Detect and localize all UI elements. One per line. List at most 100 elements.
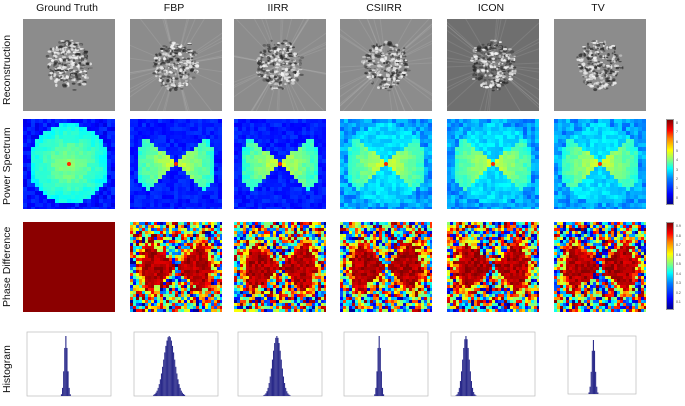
power-colorbar-tick: 7 bbox=[676, 130, 678, 135]
phase-colorbar-tick: 0.1 bbox=[676, 300, 681, 305]
reconstruction-csiirr bbox=[340, 19, 432, 111]
reconstruction-ground-truth bbox=[23, 19, 115, 111]
histogram-bar bbox=[284, 383, 286, 396]
histogram-axes bbox=[567, 335, 637, 395]
histogram-bar bbox=[165, 345, 167, 396]
histogram-bar bbox=[285, 387, 287, 396]
histogram-bar bbox=[66, 347, 68, 396]
power-colorbar-tick: 2 bbox=[676, 177, 678, 181]
histogram-bar bbox=[276, 336, 278, 396]
histogram-bar bbox=[588, 392, 590, 394]
power-colorbar-tick: 4 bbox=[676, 158, 678, 163]
histogram-tv bbox=[564, 332, 640, 402]
histogram-bar bbox=[277, 337, 279, 396]
histogram-bar bbox=[268, 383, 270, 396]
histogram-bar bbox=[62, 387, 64, 396]
histogram-bar bbox=[375, 387, 377, 396]
phase-colorbar-tick: 0.7 bbox=[676, 243, 681, 248]
histogram-bar bbox=[289, 395, 291, 396]
histogram-bar bbox=[69, 394, 71, 396]
panel-background bbox=[23, 222, 115, 312]
power-colorbar-tick: 8 bbox=[676, 121, 678, 125]
histogram-bar bbox=[154, 393, 156, 396]
spectrum-center bbox=[278, 162, 282, 166]
histogram-bar bbox=[461, 371, 463, 396]
histogram-bar bbox=[170, 340, 172, 396]
phase-colorbar-tick: 0.3 bbox=[676, 281, 681, 286]
phase-colorbar-tick: 0.2 bbox=[676, 290, 681, 295]
histogram-bar bbox=[473, 392, 475, 396]
histogram-bar bbox=[271, 359, 274, 396]
histogram-bar bbox=[171, 345, 174, 396]
histogram-bar bbox=[474, 394, 476, 396]
phase-difference-fbp bbox=[130, 222, 222, 312]
power-colorbar-tick: 0 bbox=[676, 195, 678, 200]
histogram-bar bbox=[162, 366, 164, 396]
histogram-bar bbox=[64, 347, 66, 396]
histogram-bar bbox=[169, 337, 171, 396]
row-label-histogram: Histogram bbox=[1, 345, 13, 393]
histogram-bar bbox=[282, 376, 285, 396]
histogram-bar bbox=[178, 384, 180, 396]
spectrum-center bbox=[67, 162, 71, 166]
row-label-reconstruction: Reconstruction bbox=[1, 34, 13, 105]
histogram-bar bbox=[381, 387, 384, 396]
histogram-axes bbox=[450, 331, 536, 397]
power-colorbar-tick: 5 bbox=[676, 149, 678, 153]
histogram-bar bbox=[462, 359, 464, 396]
histogram-fbp bbox=[130, 328, 222, 404]
histogram-bar bbox=[274, 343, 276, 396]
panel-background bbox=[564, 332, 640, 402]
phase-difference-iirr bbox=[234, 222, 326, 312]
histogram-bar bbox=[278, 343, 280, 396]
histogram-bar bbox=[458, 387, 460, 396]
reconstruction-tv bbox=[554, 19, 646, 111]
histogram-bar bbox=[163, 359, 165, 396]
spectrum-center bbox=[174, 162, 178, 166]
reconstruction-fbp bbox=[130, 19, 222, 111]
power-spectrum-icon bbox=[447, 119, 539, 209]
histogram-bar bbox=[182, 393, 185, 396]
histogram-bar bbox=[160, 373, 163, 396]
phase-difference-tv bbox=[554, 222, 646, 312]
histogram-bar bbox=[157, 387, 159, 396]
histogram-bar bbox=[158, 384, 160, 396]
histogram-bar bbox=[280, 359, 282, 396]
histogram-bar bbox=[63, 371, 65, 396]
column-title-fbp: FBP bbox=[163, 2, 185, 14]
histogram-bar bbox=[465, 336, 467, 396]
histogram-bar bbox=[379, 347, 381, 396]
histogram-bar bbox=[592, 340, 594, 394]
phase-difference-csiirr bbox=[340, 222, 432, 312]
power-spectrum-ground-truth bbox=[23, 119, 115, 209]
spectrum-center bbox=[384, 162, 388, 166]
histogram-bar bbox=[68, 387, 70, 396]
panel-background bbox=[130, 19, 222, 111]
histogram-bar bbox=[470, 381, 472, 396]
power-colorbar-tick: 6 bbox=[676, 139, 678, 144]
column-title-iirr: IIRR bbox=[267, 2, 289, 14]
power-colorbar-tick: 1 bbox=[676, 186, 678, 191]
histogram-bar bbox=[378, 336, 380, 396]
histogram-bar bbox=[468, 359, 470, 396]
histogram-axes bbox=[343, 331, 429, 397]
histogram-bar bbox=[184, 394, 186, 396]
panel-background bbox=[340, 328, 432, 404]
histogram-bar bbox=[456, 394, 458, 396]
histogram-bar bbox=[175, 366, 177, 396]
histogram-bar bbox=[166, 340, 168, 396]
power-spectrum-csiirr bbox=[340, 119, 432, 209]
histogram-bar bbox=[159, 379, 161, 396]
histogram-bar bbox=[288, 394, 290, 396]
histogram-bar bbox=[269, 376, 271, 396]
power-spectrum-tv bbox=[554, 119, 646, 209]
histogram-bar bbox=[475, 395, 477, 396]
histogram-bar bbox=[374, 394, 376, 396]
histogram-bar bbox=[270, 368, 272, 396]
histogram-bar bbox=[264, 394, 266, 396]
column-title-tv: TV bbox=[591, 2, 605, 14]
histogram-bar bbox=[174, 359, 176, 396]
histogram-bar bbox=[173, 352, 175, 396]
column-title-csiirr: CSIIRR bbox=[366, 2, 402, 14]
